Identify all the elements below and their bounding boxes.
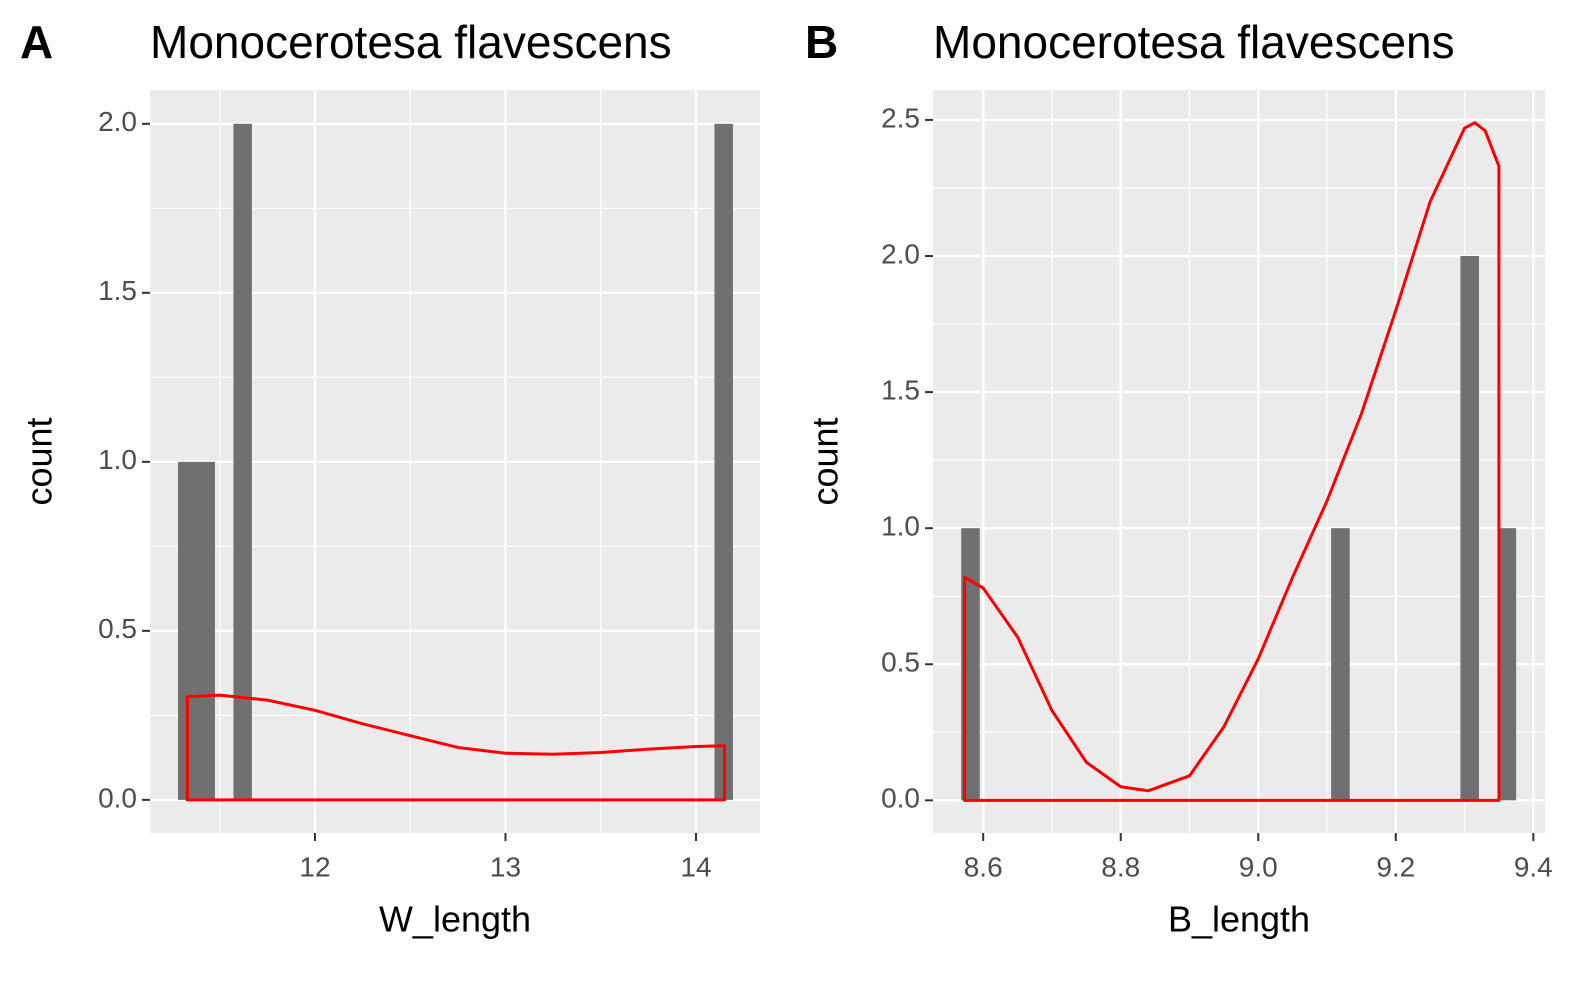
panel-tag: A xyxy=(20,16,53,68)
y-axis-title: count xyxy=(805,417,846,505)
y-tick-label: 2.5 xyxy=(881,102,920,133)
x-tick-label: 12 xyxy=(299,851,330,882)
bar xyxy=(1460,256,1479,801)
bar xyxy=(714,123,733,800)
x-tick-label: 9.2 xyxy=(1376,851,1415,882)
plot-panel xyxy=(933,90,1545,833)
y-tick-label: 1.5 xyxy=(881,374,920,405)
x-tick-label: 9.0 xyxy=(1239,851,1278,882)
x-tick-label: 9.4 xyxy=(1514,851,1553,882)
x-tick-label: 8.8 xyxy=(1101,851,1140,882)
y-tick-label: 0.5 xyxy=(881,647,920,678)
y-tick-label: 1.5 xyxy=(98,275,137,306)
x-axis-title: B_length xyxy=(1168,899,1310,940)
x-tick-label: 8.6 xyxy=(964,851,1003,882)
bar xyxy=(1331,528,1350,801)
y-tick-label: 0.0 xyxy=(881,783,920,814)
x-tick-label: 13 xyxy=(490,851,521,882)
chart-title: Monocerotesa flavescens xyxy=(150,16,672,68)
bar xyxy=(1497,528,1517,801)
y-tick-label: 0.0 xyxy=(98,782,137,813)
y-axis-title: count xyxy=(19,417,60,505)
bar xyxy=(196,461,215,800)
density-line xyxy=(963,121,1501,802)
panel-tag: B xyxy=(805,16,838,68)
chart-title: Monocerotesa flavescens xyxy=(933,16,1455,68)
y-tick-label: 2.0 xyxy=(98,106,137,137)
y-tick-label: 2.0 xyxy=(881,238,920,269)
bar xyxy=(178,461,197,800)
y-tick-label: 1.0 xyxy=(98,444,137,475)
y-tick-label: 0.5 xyxy=(98,613,137,644)
y-tick-label: 1.0 xyxy=(881,511,920,542)
bar xyxy=(233,123,252,800)
x-tick-label: 14 xyxy=(680,851,711,882)
x-axis-title: W_length xyxy=(379,899,531,940)
density-line xyxy=(185,693,727,802)
